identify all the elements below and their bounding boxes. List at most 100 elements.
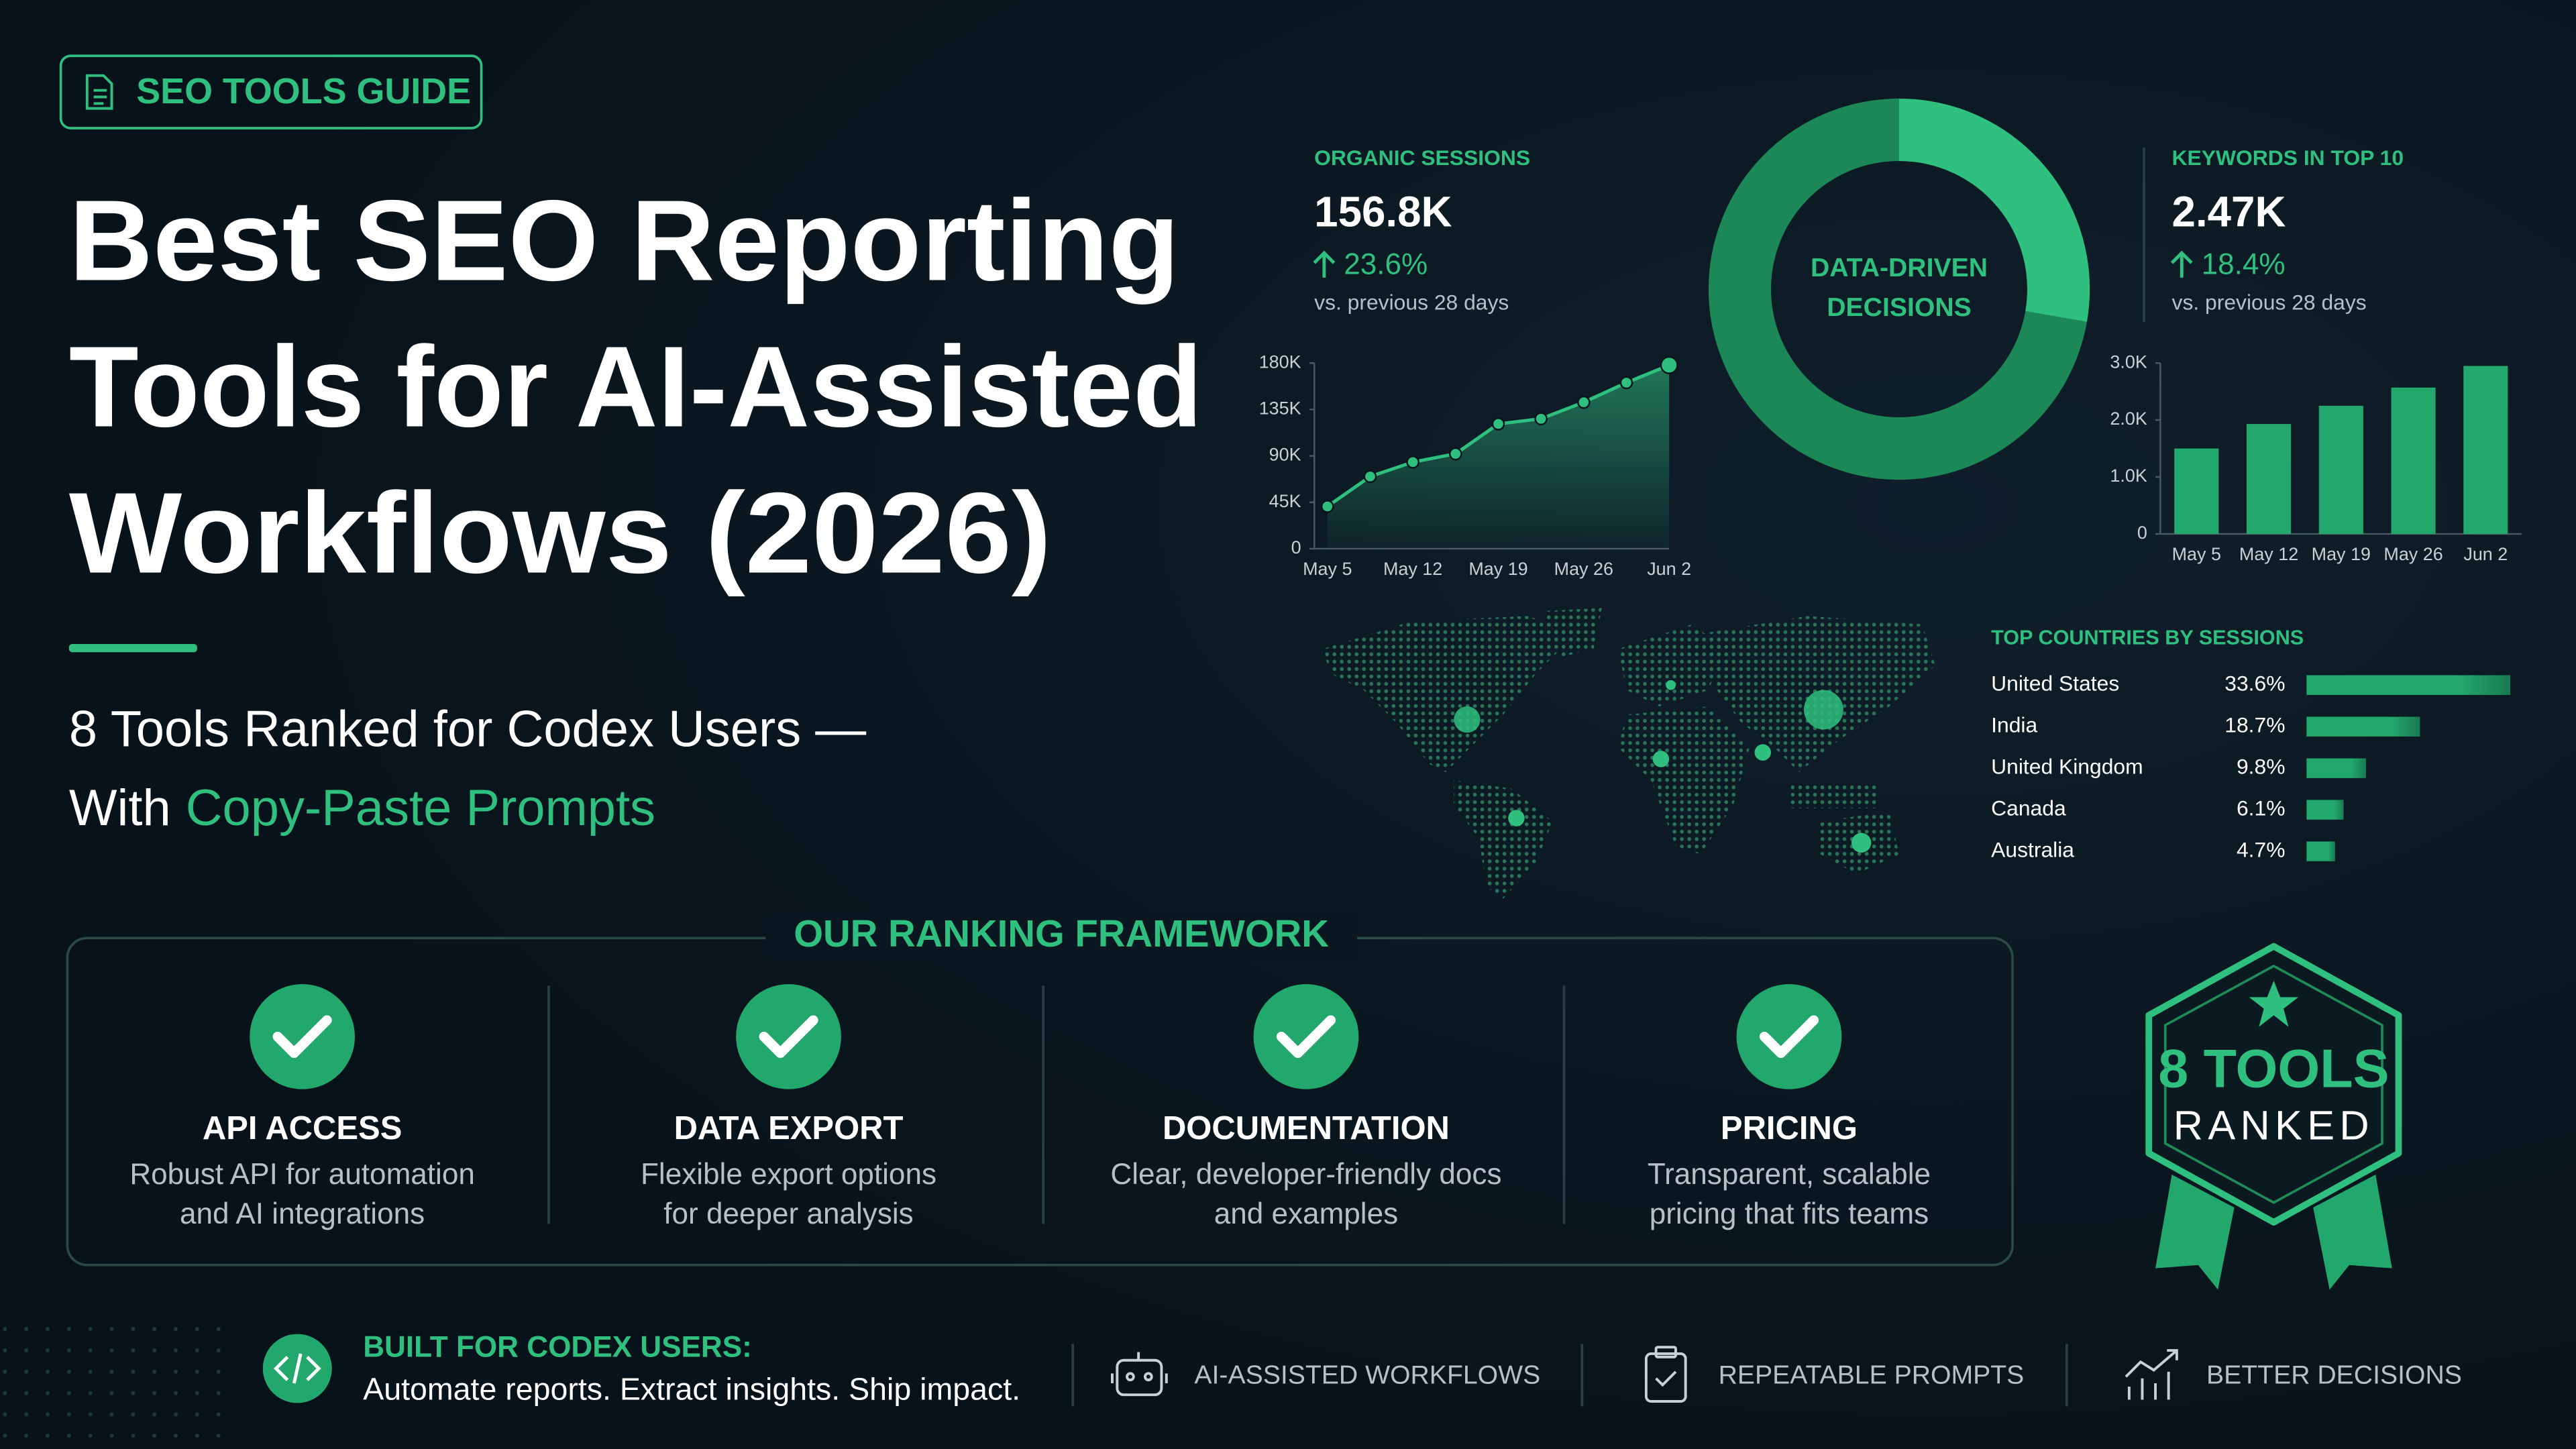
- y-tick-label: 3.0K: [2110, 352, 2147, 372]
- chart-title: TOP COUNTRIES BY SESSIONS: [1991, 627, 2304, 649]
- value-label: 6.1%: [2237, 796, 2286, 820]
- x-tick-label: Jun 2: [1647, 559, 1691, 579]
- x-tick-label: May 26: [1554, 559, 1613, 579]
- donut-text: DATA-DRIVEN: [1811, 254, 1988, 282]
- title-line: Workflows (2026): [69, 469, 1051, 597]
- dot-grid: [0, 1314, 222, 1438]
- bar: [2306, 841, 2335, 861]
- bar: [2318, 405, 2363, 534]
- y-tick-label: 45K: [1269, 491, 1301, 511]
- x-tick-label: May 19: [2312, 544, 2371, 564]
- heading-mask: [765, 913, 1357, 960]
- y-tick-label: 0: [2137, 523, 2147, 543]
- star: [2249, 981, 2299, 1027]
- framework-dividers: [547, 985, 1566, 1224]
- y-tick-label: 90K: [1269, 445, 1301, 465]
- kpi-change: 23.6%: [1344, 248, 1428, 280]
- footer-feature: REPEATABLE PROMPTS: [1719, 1361, 2025, 1390]
- map-bubbles: [1454, 680, 1872, 853]
- robot-icon: [1111, 1352, 1168, 1397]
- x-tick-label: May 5: [1303, 559, 1352, 579]
- kpi-value: 156.8K: [1314, 189, 1452, 236]
- footer-feature: AI-ASSISTED WORKFLOWS: [1194, 1361, 1540, 1390]
- item-title: DATA EXPORT: [674, 1110, 904, 1146]
- item-desc: Clear, developer-friendly docs: [1110, 1158, 1501, 1191]
- clipboard-icon: [1644, 1346, 1687, 1403]
- bar: [2174, 448, 2219, 534]
- item-desc: and AI integrations: [180, 1197, 425, 1230]
- country-name: Australia: [1991, 837, 2074, 861]
- line-point: [1320, 500, 1334, 513]
- kpi-note: vs. previous 28 days: [2172, 290, 2367, 314]
- line-point: [1406, 455, 1419, 469]
- line-point: [1660, 356, 1678, 374]
- chart-icon: [2125, 1349, 2178, 1400]
- y-tick-label: 135K: [1259, 398, 1301, 419]
- subtitle-prefix: With: [69, 780, 171, 837]
- line-point: [1619, 376, 1633, 390]
- donut-arc: [1708, 98, 2090, 480]
- badge: 8 TOOLS RANKED: [2145, 943, 2402, 1290]
- bar: [2391, 387, 2436, 534]
- y-tick-label: 180K: [1259, 352, 1301, 372]
- tag-box: [59, 54, 483, 129]
- title-line: Tools for AI-Assisted: [69, 323, 1203, 451]
- check-circle: [736, 983, 841, 1089]
- y-tick-label: 0: [1291, 537, 1301, 557]
- tag-text: SEO TOOLS GUIDE: [136, 71, 471, 111]
- title-underline: [68, 644, 197, 653]
- bar: [2306, 800, 2344, 820]
- badge-line: RANKED: [2174, 1103, 2374, 1148]
- y-tick-label: 1.0K: [2110, 466, 2147, 486]
- bar: [2306, 675, 2511, 695]
- country-name: United Kingdom: [1991, 755, 2143, 779]
- hexagon: [2145, 943, 2402, 1226]
- footer-lead-text: Automate reports. Extract insights. Ship…: [363, 1372, 1020, 1407]
- up-arrow: [1313, 250, 1336, 278]
- item-title: DOCUMENTATION: [1163, 1110, 1450, 1146]
- badge-line: 8 TOOLS: [2158, 1039, 2389, 1099]
- item-desc: Transparent, scalable: [1648, 1158, 1931, 1191]
- item-desc: Flexible export options: [641, 1158, 936, 1191]
- ribbon: [2313, 1175, 2392, 1290]
- title-line: Best SEO Reporting: [69, 177, 1180, 305]
- check-mark: [1276, 1015, 1336, 1059]
- code-glyph: [273, 1353, 321, 1384]
- subtitle-line: With Copy-Paste Prompts: [69, 780, 655, 837]
- subtitle-highlight: Copy-Paste Prompts: [186, 780, 655, 837]
- bar: [2463, 366, 2508, 534]
- check-circle: [250, 983, 355, 1089]
- hexagon-inner: [2163, 964, 2383, 1204]
- framework-items: API ACCESS Robust API for automation and A…: [129, 983, 1931, 1230]
- bar: [2306, 758, 2366, 778]
- item-desc: and examples: [1214, 1197, 1398, 1230]
- up-arrow: [2170, 250, 2193, 278]
- check-mark: [759, 1015, 818, 1059]
- value-label: 18.7%: [2224, 713, 2285, 737]
- value-label: 9.8%: [2237, 755, 2286, 779]
- check-circle: [1736, 983, 1842, 1089]
- footer-feature: BETTER DECISIONS: [2206, 1361, 2462, 1390]
- line-area: [1327, 365, 1670, 549]
- framework-heading: OUR RANKING FRAMEWORK: [794, 912, 1329, 955]
- check-circle: [1253, 983, 1359, 1089]
- subtitle-line: 8 Tools Ranked for Codex Users —: [69, 700, 866, 757]
- y-tick-label: 2.0K: [2110, 409, 2147, 429]
- kpi-value: 2.47K: [2172, 189, 2286, 236]
- x-tick-label: May 19: [1468, 559, 1527, 579]
- check-mark: [1759, 1015, 1819, 1059]
- line-point: [1363, 470, 1377, 484]
- footer-lead-title: BUILT FOR CODEX USERS:: [363, 1330, 752, 1363]
- line-point: [1534, 412, 1548, 426]
- item-desc: Robust API for automation: [129, 1158, 475, 1191]
- country-name: Canada: [1991, 796, 2066, 820]
- kpi-note: vs. previous 28 days: [1314, 290, 1509, 314]
- country-name: United States: [1991, 672, 2119, 696]
- value-label: 33.6%: [2224, 672, 2285, 696]
- x-tick-label: May 12: [2239, 544, 2298, 564]
- x-tick-label: May 12: [1383, 559, 1442, 579]
